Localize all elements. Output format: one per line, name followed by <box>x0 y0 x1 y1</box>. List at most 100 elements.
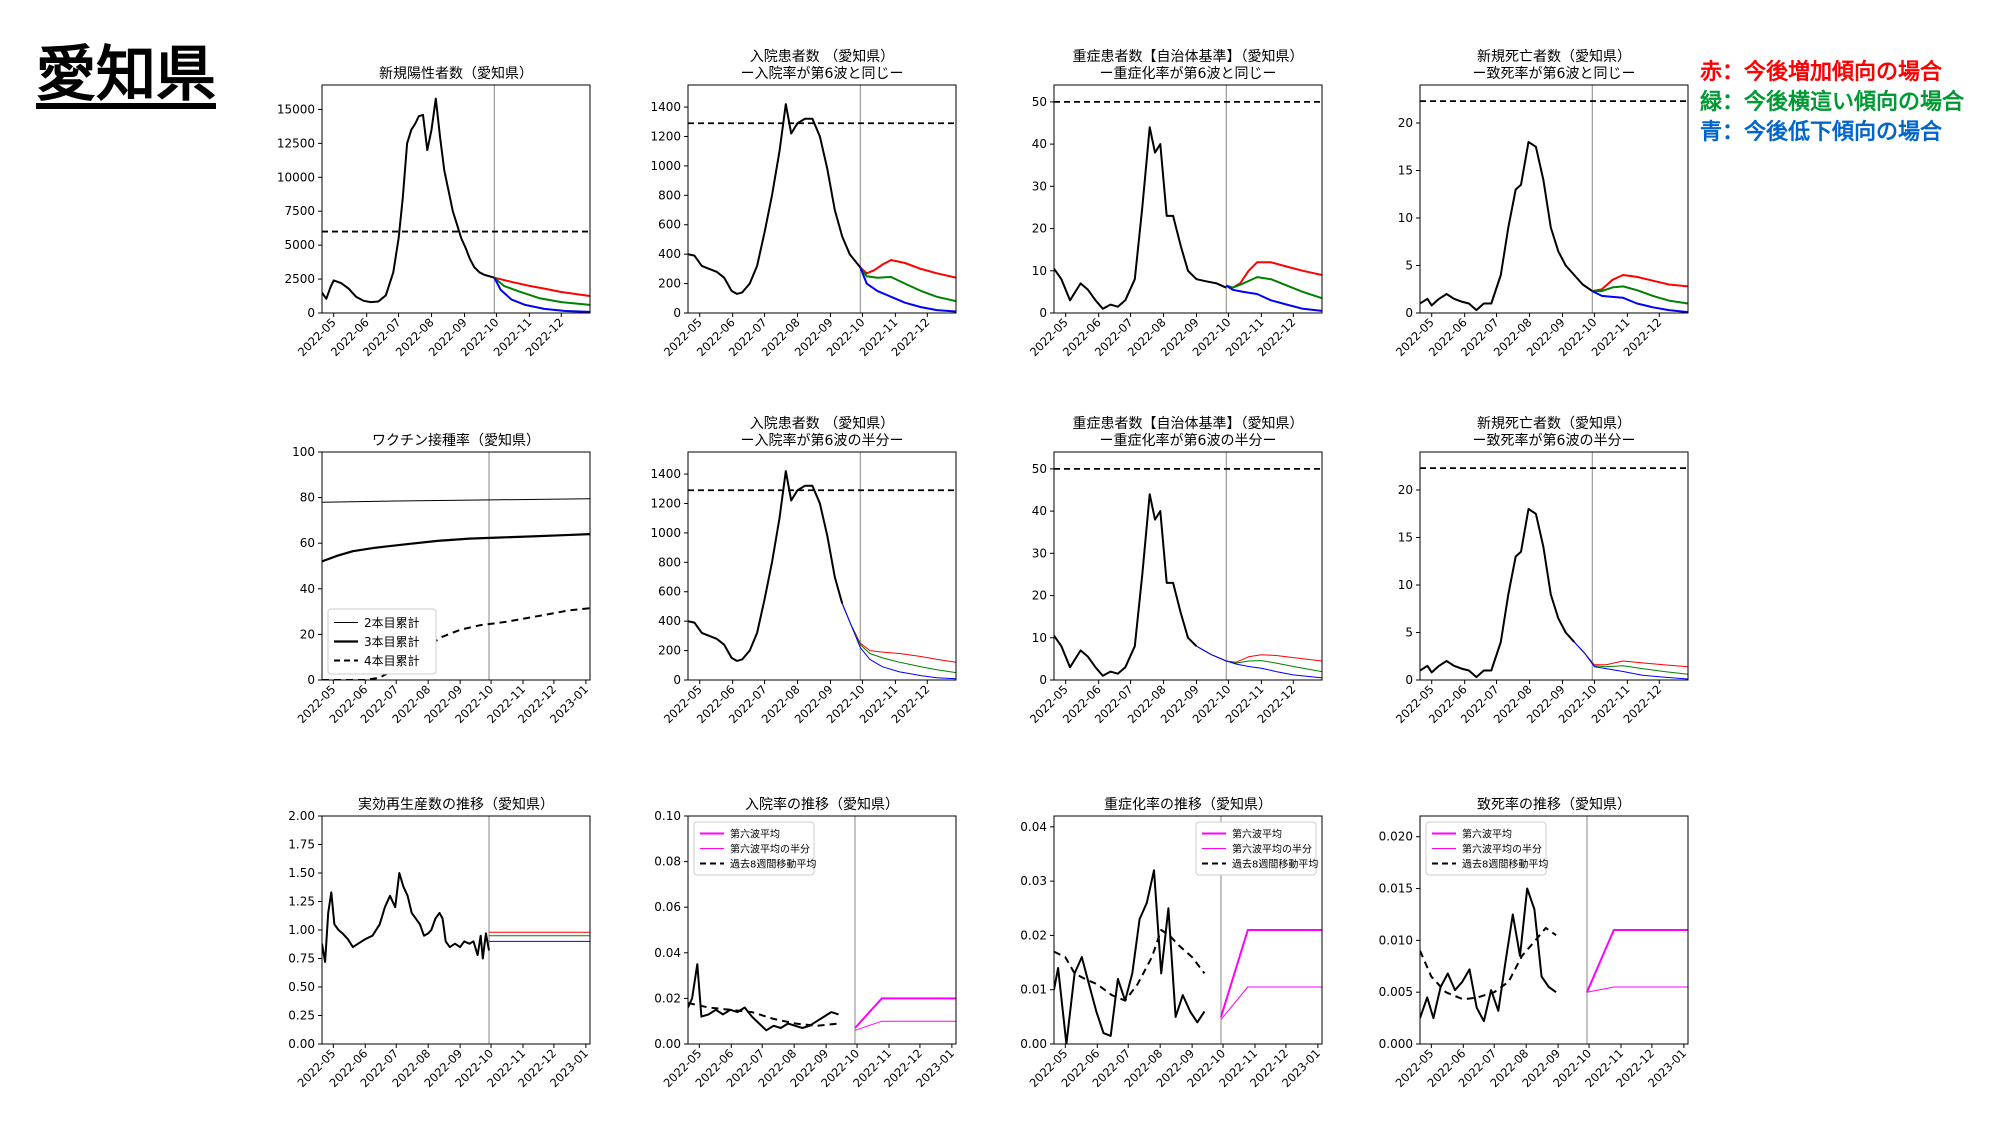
series-line-3 <box>854 997 956 1029</box>
chart-8: 新規死亡者数（愛知県）ー致死率が第6波の半分ー051015202022-0520… <box>1393 415 1689 726</box>
legend-box <box>1425 821 1547 876</box>
plot-area <box>322 85 590 313</box>
y-tick-label: 0.02 <box>1020 928 1047 942</box>
legend-box <box>327 608 437 675</box>
y-tick-label: 30 <box>1032 546 1047 560</box>
y-tick-label: 0 <box>673 306 681 320</box>
plot-frame <box>1053 451 1323 681</box>
series-line-3 <box>322 607 590 680</box>
y-tick-label: 80 <box>300 491 315 505</box>
legend-label: 第六波平均の半分 <box>1462 842 1542 855</box>
y-tick-label: 40 <box>1032 137 1047 151</box>
series-line-3 <box>1220 929 1322 1018</box>
y-tick-label: 20 <box>300 627 315 641</box>
legend-label: 第六波平均 <box>1232 827 1282 840</box>
series-line-4 <box>854 1020 956 1031</box>
y-tick-label: 15 <box>1398 531 1413 545</box>
scenario-legend-red: 赤：今後増加傾向の場合 <box>1700 60 1943 85</box>
y-tick-label: 0 <box>307 306 315 320</box>
scenario-legend: 赤：今後増加傾向の場合 緑：今後横這い傾向の場合 青：今後低下傾向の場合 <box>1700 58 1964 148</box>
y-tick-label: 10 <box>1398 578 1413 592</box>
series-line-4 <box>841 603 956 680</box>
legend-label: 2本目累計 <box>364 615 420 630</box>
chart-title: 入院患者数 （愛知県） <box>750 48 894 65</box>
scenario-legend-blue: 青：今後低下傾向の場合 <box>1700 120 1943 145</box>
series-line-4 <box>859 267 956 313</box>
y-tick-label: 10 <box>1032 264 1047 278</box>
chart-title: 新規死亡者数（愛知県） <box>1477 415 1631 432</box>
plot-area <box>688 452 956 680</box>
y-tick-label: 400 <box>658 247 681 261</box>
plot-area <box>1054 816 1322 1044</box>
y-tick-label: 1200 <box>650 496 681 510</box>
plot-frame <box>1419 84 1689 314</box>
chart-title: 入院率の推移（愛知県） <box>745 796 899 813</box>
plot-frame <box>1053 815 1323 1045</box>
y-tick-label: 0.00 <box>1020 1037 1047 1051</box>
chart-title: ワクチン接種率（愛知県） <box>372 432 540 449</box>
y-tick-label: 7500 <box>284 204 315 218</box>
y-tick-label: 15 <box>1398 164 1413 178</box>
plot-frame <box>321 451 591 681</box>
series-line-3 <box>1586 929 1688 993</box>
series-line-3 <box>1225 276 1322 300</box>
series-line-1 <box>1420 141 1593 312</box>
series-line-2 <box>688 1002 839 1027</box>
series-line-4 <box>1586 986 1688 993</box>
series-line-1 <box>322 97 495 304</box>
series-line-2 <box>841 603 956 663</box>
y-tick-label: 0.00 <box>288 1037 315 1051</box>
plot-frame <box>321 84 591 314</box>
plot-area <box>1054 452 1322 680</box>
y-tick-label: 5000 <box>284 238 315 252</box>
y-tick-label: 5 <box>1405 259 1413 273</box>
y-tick-label: 600 <box>658 585 681 599</box>
y-tick-label: 0.000 <box>1379 1037 1413 1051</box>
series-line-2 <box>1592 274 1688 293</box>
plot-frame <box>687 84 957 314</box>
chart-1: 新規陽性者数（愛知県）02500500075001000012500150002… <box>277 65 591 359</box>
y-tick-label: 1000 <box>650 526 681 540</box>
y-tick-label: 1.00 <box>288 923 315 937</box>
y-tick-label: 0.00 <box>654 1037 681 1051</box>
series-line-1 <box>1054 126 1227 310</box>
plot-area <box>1420 85 1688 313</box>
chart-4: 新規死亡者数（愛知県）ー致死率が第6波と同じー051015202022-0520… <box>1393 48 1689 359</box>
series-line-1 <box>688 103 862 295</box>
y-tick-label: 1.25 <box>288 895 315 909</box>
scenario-legend-green: 緑：今後横這い傾向の場合 <box>1700 90 1965 115</box>
plot-area <box>1420 452 1688 680</box>
legend-label: 第六波平均の半分 <box>730 842 810 855</box>
series-line-2 <box>1196 645 1322 663</box>
chart-3: 重症患者数【自治体基準】（愛知県）ー重症化率が第6波と同じー 0 10 20 30 40 5… <box>1027 48 1323 359</box>
chart-title: 致死率の推移（愛知県） <box>1477 796 1631 813</box>
y-tick-label: 200 <box>658 644 681 658</box>
y-tick-label: 20 <box>1398 483 1413 497</box>
series-line-2 <box>1054 929 1206 1002</box>
y-tick-label: 1000 <box>650 159 681 173</box>
series-line-3 <box>1573 641 1688 675</box>
y-tick-label: 200 <box>658 277 681 291</box>
chart-12: 致死率の推移（愛知県）0.0000.0050.0100.0150.0202022… <box>1379 796 1689 1090</box>
legend-label: 過去8週間移動平均 <box>1462 857 1548 870</box>
y-tick-label: 0.03 <box>1020 874 1047 888</box>
y-tick-label: 0.015 <box>1379 882 1413 896</box>
legend-label: 第六波平均 <box>1462 827 1512 840</box>
chart-subtitle: ー重症化率が第6波と同じー <box>1100 65 1277 82</box>
plot-area <box>322 452 590 680</box>
y-tick-label: 0 <box>1405 673 1413 687</box>
series-line-4 <box>493 277 590 313</box>
chart-legend: 2本目累計 3本目累計 4本目累計 <box>327 608 437 675</box>
chart-title: 新規陽性者数（愛知県） <box>379 65 533 82</box>
series-line-1 <box>1420 508 1575 679</box>
series-line-3 <box>1592 285 1688 305</box>
y-tick-label: 0.25 <box>288 1009 315 1023</box>
legend-label: 第六波平均の半分 <box>1232 842 1312 855</box>
series-line-2 <box>1420 926 1557 1001</box>
y-tick-label: 10 <box>1398 211 1413 225</box>
legend-box <box>1195 821 1317 876</box>
page-title: 愛知県 <box>36 40 216 110</box>
chart-title: 重症患者数【自治体基準】（愛知県） <box>1073 415 1304 432</box>
legend-label: 第六波平均 <box>730 827 780 840</box>
